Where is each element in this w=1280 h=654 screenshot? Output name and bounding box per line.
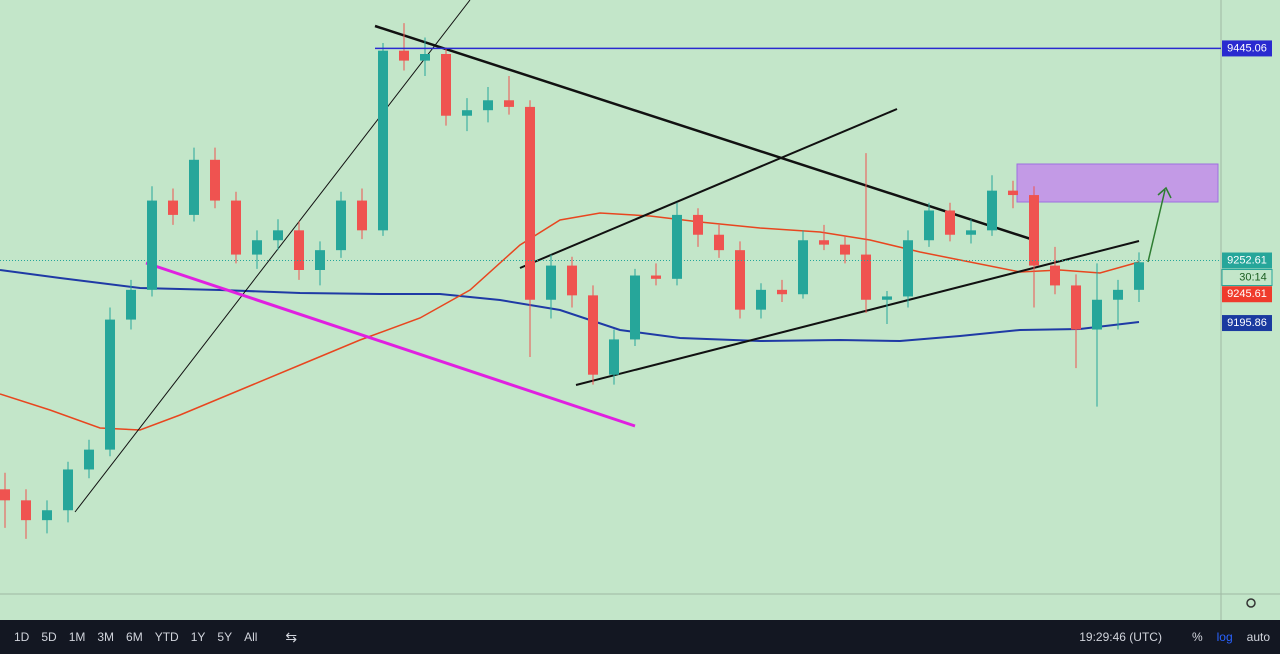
candle-body bbox=[504, 100, 514, 107]
candle-body bbox=[84, 449, 94, 470]
candle-body bbox=[1050, 265, 1060, 286]
range-button[interactable]: 5Y bbox=[217, 630, 233, 644]
candle-body bbox=[1008, 190, 1018, 196]
price-label: 9445.06 bbox=[1227, 42, 1267, 54]
range-button[interactable]: 5D bbox=[41, 630, 57, 644]
candle-body bbox=[273, 230, 283, 241]
candle-body bbox=[714, 234, 724, 251]
log-toggle[interactable]: log bbox=[1216, 630, 1233, 644]
price-label-bg bbox=[1222, 40, 1272, 57]
direction-arrow bbox=[1147, 186, 1172, 263]
toolbar: 1D 5D 1M 3M 6M YTD 1Y 5Y All ⇆ 19:29:46 (UTC) % … bbox=[0, 620, 1280, 654]
candle-body bbox=[882, 296, 892, 300]
candle-body bbox=[357, 200, 367, 231]
target-zone bbox=[1016, 163, 1219, 203]
trend-line bbox=[74, 0, 471, 513]
candle-body bbox=[168, 200, 178, 215]
candle-body bbox=[567, 265, 577, 296]
settings-icon[interactable] bbox=[1246, 598, 1256, 608]
candle-body bbox=[777, 289, 787, 295]
candle-body bbox=[483, 100, 493, 111]
candle-body bbox=[609, 339, 619, 375]
candle-body bbox=[1113, 289, 1123, 300]
candle-body bbox=[147, 200, 157, 290]
price-label: 9252.61 bbox=[1227, 254, 1267, 266]
candle-body bbox=[672, 214, 682, 279]
candle-body bbox=[819, 240, 829, 245]
countdown-bg bbox=[1221, 269, 1273, 287]
candles bbox=[0, 23, 1221, 539]
countdown: 30:14 bbox=[1239, 271, 1267, 283]
candle-body bbox=[1029, 195, 1039, 266]
candle-body bbox=[252, 240, 262, 255]
candle-body bbox=[546, 265, 556, 300]
candle-body bbox=[336, 200, 346, 251]
price-label: 9245.61 bbox=[1227, 288, 1267, 300]
candle-body bbox=[924, 210, 934, 241]
moving-average-short bbox=[0, 212, 1140, 431]
candle-body bbox=[399, 50, 409, 61]
candle-body bbox=[756, 289, 766, 310]
price-label-bg bbox=[1222, 252, 1272, 269]
candle-body bbox=[651, 275, 661, 279]
trend-line bbox=[519, 108, 898, 269]
range-button[interactable]: 1Y bbox=[190, 630, 206, 644]
candle-body bbox=[462, 110, 472, 116]
candle-body bbox=[378, 50, 388, 231]
candle-body bbox=[798, 240, 808, 295]
candle-body bbox=[840, 244, 850, 255]
price-labels: 9445.06 9252.61 30:14 9245.61 9195.86 bbox=[1221, 40, 1273, 332]
candle-body bbox=[189, 159, 199, 215]
candle-body bbox=[42, 510, 52, 521]
candle-body bbox=[693, 214, 703, 235]
candle-body bbox=[105, 319, 115, 450]
price-label-bg bbox=[1222, 286, 1272, 303]
candle-body bbox=[966, 230, 976, 235]
trend-line bbox=[575, 240, 1140, 386]
price-label-bg bbox=[1222, 315, 1272, 332]
candle-body bbox=[1092, 299, 1102, 330]
candle-body bbox=[987, 190, 997, 231]
candle-body bbox=[231, 200, 241, 255]
auto-toggle[interactable]: auto bbox=[1246, 630, 1270, 644]
candle-body bbox=[588, 295, 598, 375]
candle-body bbox=[903, 240, 913, 297]
candle-body bbox=[21, 500, 31, 521]
price-label: 9195.86 bbox=[1227, 317, 1267, 329]
candle-body bbox=[63, 469, 73, 511]
percent-toggle[interactable]: % bbox=[1191, 630, 1203, 644]
candle-body bbox=[441, 54, 451, 116]
candle-body bbox=[1071, 285, 1081, 330]
candle-body bbox=[525, 106, 535, 300]
range-button[interactable]: 1M bbox=[68, 630, 86, 644]
candle-body bbox=[630, 275, 640, 340]
range-button[interactable]: All bbox=[244, 630, 258, 644]
candle-body bbox=[315, 250, 325, 270]
candle-body bbox=[735, 250, 745, 310]
candle-body bbox=[210, 159, 220, 201]
candle-body bbox=[294, 230, 304, 270]
range-button[interactable]: YTD bbox=[154, 630, 179, 644]
candle-body bbox=[0, 489, 10, 501]
trend-line bbox=[145, 261, 636, 428]
candle-body bbox=[126, 289, 136, 320]
chart: 9445.06 9252.61 30:14 9245.61 9195.86 bbox=[0, 0, 1280, 620]
compare-icon[interactable]: ⇆ bbox=[285, 628, 298, 645]
range-button[interactable]: 3M bbox=[97, 630, 115, 644]
candle-body bbox=[1134, 262, 1144, 290]
candle-body bbox=[945, 210, 955, 235]
clock: 19:29:46 (UTC) bbox=[1079, 630, 1162, 644]
candle-body bbox=[420, 54, 430, 61]
range-button[interactable]: 6M bbox=[126, 630, 143, 644]
trend-line bbox=[374, 24, 1038, 243]
range-button[interactable]: 1D bbox=[14, 630, 30, 644]
candle-body bbox=[861, 254, 871, 300]
range-buttons: 1D 5D 1M 3M 6M YTD 1Y 5Y All bbox=[8, 630, 263, 644]
